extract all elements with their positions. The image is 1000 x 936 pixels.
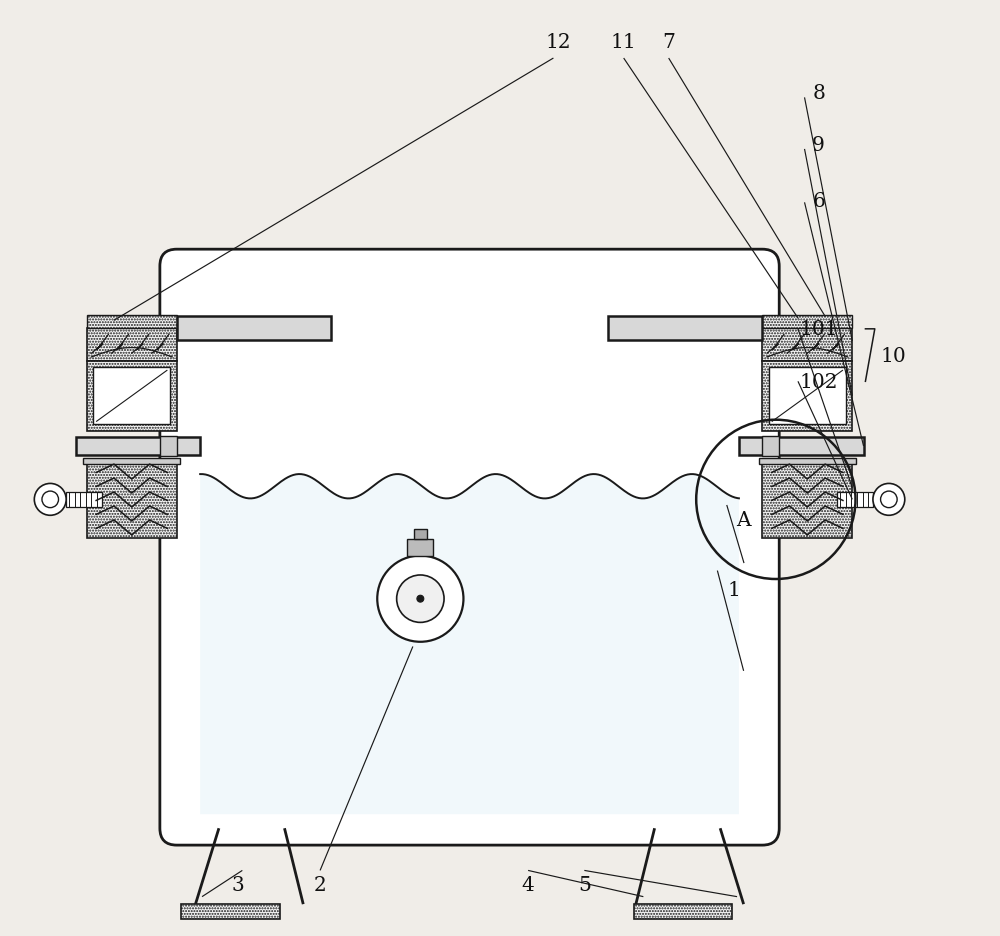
Bar	[93, 368, 170, 425]
Circle shape	[417, 595, 424, 603]
Circle shape	[873, 484, 905, 516]
Bar	[762, 329, 852, 361]
Text: 3: 3	[231, 875, 244, 894]
Bar	[769, 368, 846, 425]
Bar	[83, 459, 180, 464]
Text: 1: 1	[728, 580, 741, 599]
FancyBboxPatch shape	[160, 250, 779, 845]
Bar	[762, 461, 852, 538]
Circle shape	[34, 484, 66, 516]
Bar	[762, 436, 779, 457]
Bar	[87, 361, 177, 431]
Bar	[87, 315, 177, 329]
Bar	[414, 530, 427, 539]
Bar	[634, 904, 732, 919]
Bar	[407, 539, 433, 556]
Bar	[762, 361, 852, 431]
Bar	[87, 329, 177, 361]
Bar	[66, 492, 102, 507]
Text: 5: 5	[578, 875, 591, 894]
Bar	[759, 459, 856, 464]
Text: 12: 12	[545, 33, 571, 51]
Text: 2: 2	[314, 875, 326, 894]
Bar	[837, 492, 873, 507]
Bar	[76, 437, 200, 456]
Bar	[87, 461, 177, 538]
Polygon shape	[200, 475, 739, 814]
Text: A: A	[736, 510, 751, 529]
Text: 11: 11	[611, 33, 637, 51]
Text: 6: 6	[812, 192, 825, 211]
Circle shape	[377, 556, 463, 642]
Text: 7: 7	[662, 33, 675, 51]
Text: 102: 102	[799, 373, 838, 391]
Bar	[181, 904, 280, 919]
Text: 101: 101	[799, 320, 838, 339]
Bar	[608, 316, 762, 341]
Bar	[160, 436, 177, 457]
Text: 8: 8	[812, 84, 825, 103]
Text: 10: 10	[881, 346, 906, 365]
Bar	[762, 315, 852, 329]
Bar	[739, 437, 864, 456]
Text: 4: 4	[522, 875, 534, 894]
Text: 9: 9	[812, 136, 825, 154]
Circle shape	[397, 576, 444, 622]
Bar	[177, 316, 331, 341]
